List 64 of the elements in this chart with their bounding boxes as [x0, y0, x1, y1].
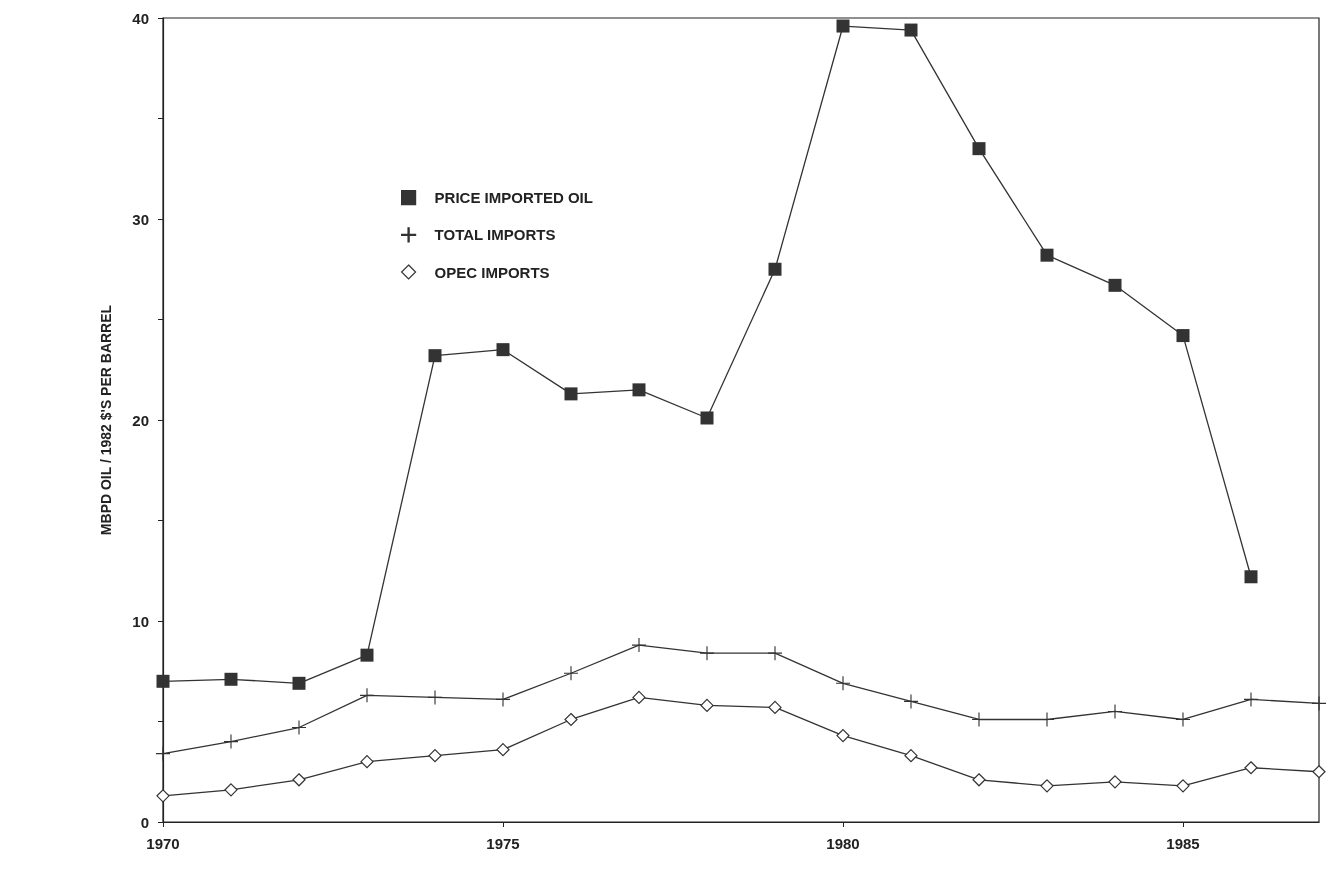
y-tick-label: 10 [132, 612, 149, 630]
point [632, 638, 646, 653]
y-tick-label: 30 [132, 210, 149, 228]
point [972, 773, 986, 787]
legend-label: PRICE IMPORTED OIL [434, 189, 593, 207]
x-tick-label: 1980 [826, 835, 860, 852]
x-tick-label: 1975 [486, 835, 520, 852]
y-axis-title: MBPD OIL / 1982 $'S PER BARREL [98, 304, 114, 536]
point [224, 734, 238, 749]
y-tick-label: 20 [132, 411, 149, 429]
point [156, 746, 170, 761]
point [360, 688, 374, 703]
point [1244, 761, 1258, 775]
point [564, 712, 578, 727]
point [904, 694, 918, 709]
point [1176, 329, 1190, 343]
point [428, 349, 442, 363]
point [360, 648, 374, 662]
point [632, 383, 646, 397]
point [496, 343, 510, 357]
point [360, 755, 374, 769]
point [564, 666, 578, 681]
point [836, 728, 850, 743]
point [1040, 779, 1054, 793]
point [768, 700, 782, 715]
point [768, 646, 782, 661]
point [1312, 696, 1326, 711]
point [428, 749, 442, 763]
x-tick-label: 1985 [1166, 835, 1200, 852]
point [428, 690, 442, 705]
point [292, 676, 306, 690]
point [700, 646, 714, 661]
point [836, 676, 850, 691]
point [1244, 570, 1258, 584]
legend-label: TOTAL IMPORTS [434, 226, 556, 244]
point [224, 672, 238, 686]
point [768, 262, 782, 276]
point [904, 749, 918, 763]
point [496, 743, 510, 757]
point [156, 789, 170, 803]
point [564, 387, 578, 401]
point [700, 698, 714, 713]
point [1244, 692, 1258, 707]
point [1108, 775, 1122, 789]
point [972, 142, 986, 156]
point [1108, 704, 1122, 719]
point [1176, 779, 1190, 793]
point [1108, 278, 1122, 292]
y-tick-label: 40 [132, 9, 149, 27]
legend-label: OPEC IMPORTS [434, 263, 550, 281]
y-tick-label: 0 [140, 813, 149, 831]
x-tick-label: 1970 [146, 835, 180, 852]
point [292, 773, 306, 787]
point [904, 23, 918, 37]
point [224, 783, 238, 797]
point [1176, 712, 1190, 727]
point [1312, 765, 1326, 779]
point [292, 720, 306, 735]
point [496, 692, 510, 707]
point [632, 690, 646, 704]
point [700, 411, 714, 425]
point [836, 19, 850, 33]
point [156, 674, 170, 688]
point [1040, 248, 1054, 262]
